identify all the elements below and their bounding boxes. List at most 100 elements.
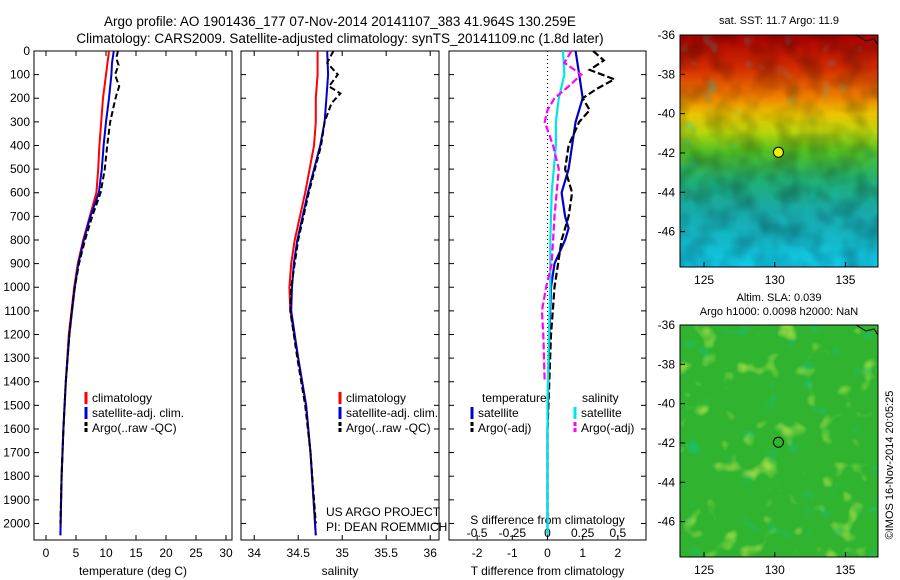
depth-tick-label: 1900 [3,493,30,507]
salinity-difference-tick-label: -0.25 [499,526,527,540]
depth-tick-label: 800 [10,233,30,247]
temperature-legend-item-label: Argo(..raw -QC) [92,421,177,435]
difference-series-line [540,50,584,382]
depth-tick-label: 300 [10,115,30,129]
sla-texture [680,325,878,557]
depth-tick-label: 100 [10,68,30,82]
depth-tick-label: 500 [10,162,30,176]
lat-tick-label: -44 [658,475,676,489]
salinity-axis-label: salinity [322,564,359,578]
sst-map-title: sat. SST: 11.7 Argo: 11.9 [719,15,839,27]
lat-tick-label: -46 [658,515,676,529]
difference-tick-label: -2 [472,546,483,560]
lat-tick-label: -36 [658,318,676,332]
temperature-series-line [59,50,115,536]
figure-title-line1: Argo profile: AO 1901436_177 07-Nov-2014… [104,14,576,29]
figure-title-line2: Climatology: CARS2009. Satellite-adjuste… [76,31,604,46]
temperature-tick-label: 20 [159,546,173,560]
depth-tick-label: 1000 [3,280,30,294]
depth-tick-label: 1800 [3,469,30,483]
imos-timestamp: ©IMOS 16-Nov-2014 20:05:25 [884,391,896,540]
lon-tick-label: 130 [765,273,785,287]
difference-legend-item-label: satellite [581,406,622,420]
salinity-series-line [289,50,342,524]
difference-legend-item-label: Argo(-adj) [478,421,531,435]
salinity-series-line [288,51,319,536]
depth-tick-label: 1600 [3,422,30,436]
lat-tick-label: -42 [658,146,676,160]
lat-tick-label: -36 [658,28,676,42]
temperature-plot-frame [33,50,233,541]
project-annotation: US ARGO PROJECT [326,505,441,519]
depth-tick-label: 700 [10,209,30,223]
salinity-legend-item-label: climatology [346,391,406,405]
depth-tick-label: 1700 [3,446,30,460]
sla-map-frame [679,324,879,558]
salinity-tick-label: 35 [336,546,350,560]
salinity-tick-label: 34.5 [287,546,311,560]
lon-tick-label: 125 [694,563,714,577]
salinity-tick-label: 34 [248,546,262,560]
lat-tick-label: -38 [658,67,676,81]
lon-tick-label: 135 [835,563,855,577]
depth-tick-label: 1400 [3,375,30,389]
argo-location-marker [772,146,784,158]
temperature-series-line [59,50,110,536]
temperature-tick-label: 25 [189,546,203,560]
depth-tick-label: 400 [10,138,30,152]
difference-series-line [546,50,617,524]
difference-legend-item-label: satellite [478,406,519,420]
argo-location-marker [772,436,784,448]
depth-tick-label: 900 [10,257,30,271]
depth-tick-label: 2000 [3,516,30,530]
salinity-difference-tick-label: -0.5 [467,526,488,540]
depth-tick-label: 600 [10,186,30,200]
coastline [855,35,878,46]
difference-series-line [546,50,566,536]
depth-tick-label: 0 [23,44,30,58]
sla-map-image [680,325,878,557]
sst-map-frame [679,34,879,268]
lon-tick-label: 125 [694,273,714,287]
temperature-series-line [59,50,121,524]
sla-map-subtitle: Argo h1000: 0.0098 h2000: NaN [700,306,858,318]
difference-tick-label: 2 [615,546,622,560]
salinity-tick-label: 35.5 [375,546,399,560]
depth-tick-label: 1200 [3,327,30,341]
lat-tick-label: -40 [658,397,676,411]
lon-tick-label: 130 [765,563,785,577]
salinity-difference-tick-label: 0.5 [610,526,627,540]
temperature-axis-label: temperature (deg C) [79,564,187,578]
depth-tick-label: 1300 [3,351,30,365]
lat-tick-label: -44 [658,185,676,199]
depth-tick-label: 1500 [3,398,30,412]
sla-map-title: Altim. SLA: 0.039 [737,292,822,304]
salinity-plot-frame [240,50,440,541]
salinity-series-line [290,50,330,536]
salinity-legend-item-label: Argo(..raw -QC) [346,421,431,435]
depth-tick-label: 1100 [4,304,30,318]
coastline [855,325,878,336]
salinity-tick-label: 36 [424,546,438,560]
salinity-legend-item-label: satellite-adj. clim. [346,406,438,420]
salinity-difference-tick-label: 0.25 [571,526,595,540]
temperature-tick-label: 15 [129,546,143,560]
temperature-tick-label: 0 [43,546,50,560]
difference-legend-item-label: Argo(-adj) [581,421,634,435]
difference-tick-label: 1 [579,546,586,560]
depth-tick-label: 200 [10,91,30,105]
pi-annotation: PI: DEAN ROEMMICH [326,520,447,534]
temperature-tick-label: 30 [219,546,233,560]
lat-tick-label: -42 [658,436,676,450]
temperature-legend-item-label: climatology [92,391,152,405]
temperature-tick-label: 5 [73,546,80,560]
lat-tick-label: -38 [658,357,676,371]
temperature-difference-axis-label: T difference from climatology [471,564,625,578]
temperature-tick-label: 10 [99,546,113,560]
temperature-legend-title: temperature [482,391,547,405]
difference-tick-label: -1 [507,546,518,560]
temperature-legend-item-label: satellite-adj. clim. [92,406,184,420]
lat-tick-label: -40 [658,107,676,121]
salinity-legend-title: salinity [582,391,619,405]
